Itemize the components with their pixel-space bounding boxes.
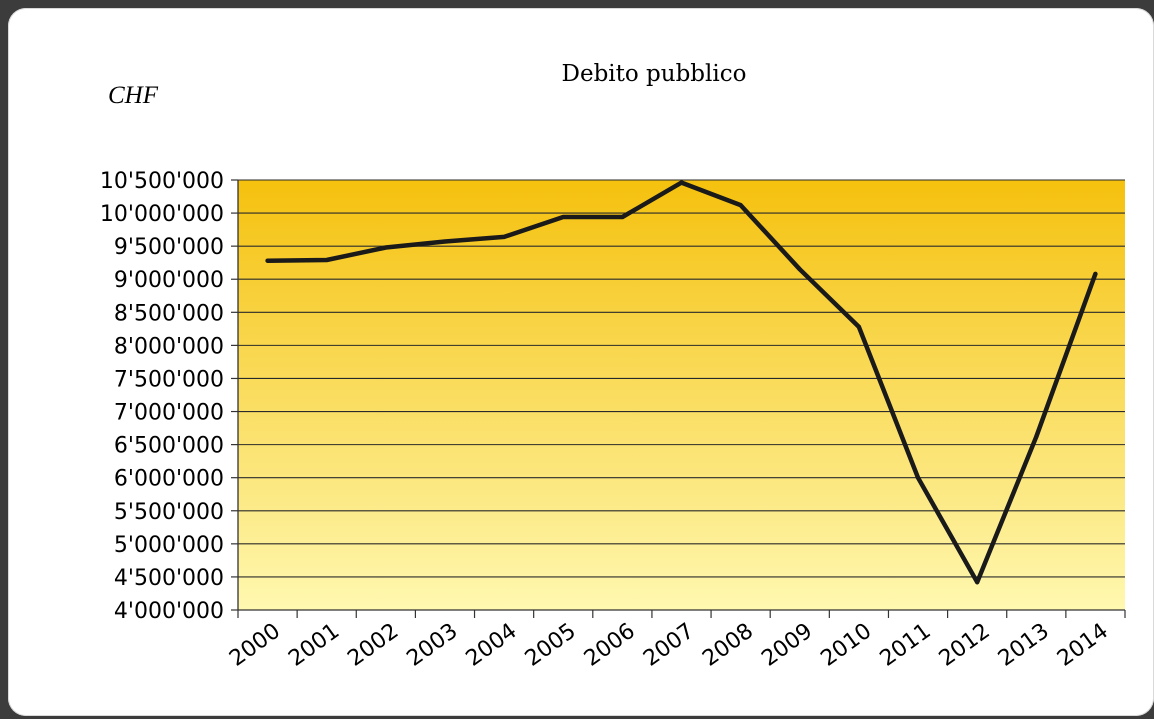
x-tick-label: 2010	[816, 619, 876, 672]
data-point	[324, 258, 329, 263]
data-point	[975, 580, 980, 585]
y-tick-label: 9'000'000	[114, 268, 224, 293]
x-tick-label: 2008	[698, 619, 758, 672]
y-tick-label: 10'500'000	[100, 169, 224, 194]
x-tick-label: 2013	[994, 619, 1054, 672]
y-tick-label: 5'500'000	[114, 500, 224, 525]
y-tick-label: 8'000'000	[114, 334, 224, 359]
x-tick-label: 2003	[402, 619, 462, 672]
y-tick-label: 10'000'000	[100, 202, 224, 227]
x-tick-label: 2011	[876, 619, 936, 672]
axes	[237, 180, 1125, 611]
data-point	[620, 215, 625, 220]
data-point	[265, 258, 270, 263]
y-unit-label: CHF	[108, 82, 159, 109]
y-axis-ticks: 4'000'000 4'500'000 5'000'000 5'500'000 6'00…	[100, 169, 238, 624]
data-point	[1093, 271, 1098, 276]
x-tick-label: 2000	[225, 619, 285, 672]
data-point	[502, 234, 507, 239]
y-tick-label: 7'500'000	[114, 367, 224, 392]
y-tick-label: 6'000'000	[114, 467, 224, 492]
data-point	[916, 475, 921, 480]
y-tick-label: 4'000'000	[114, 599, 224, 624]
y-tick-label: 7'000'000	[114, 401, 224, 426]
data-point	[856, 324, 861, 329]
x-tick-label: 2012	[935, 619, 995, 672]
chart-title: Debito pubblico	[562, 61, 747, 87]
x-tick-label: 2014	[1053, 619, 1113, 672]
y-tick-label: 4'500'000	[114, 566, 224, 591]
data-points	[265, 180, 1098, 585]
x-tick-label: 2005	[521, 619, 581, 672]
x-tick-label: 2002	[343, 619, 403, 672]
y-tick-label: 9'500'000	[114, 235, 224, 260]
x-tick-label: 2004	[462, 619, 522, 672]
data-point	[561, 215, 566, 220]
data-point	[738, 203, 743, 208]
data-point	[383, 245, 388, 250]
y-tick-label: 8'500'000	[114, 301, 224, 326]
plot-area	[238, 180, 1125, 610]
data-point	[1034, 434, 1039, 439]
x-tick-label: 2006	[580, 619, 640, 672]
y-tick-label: 5'000'000	[114, 533, 224, 558]
x-tick-label: 2001	[284, 619, 344, 672]
y-tick-label: 6'500'000	[114, 434, 224, 459]
data-point	[679, 180, 684, 185]
x-tick-label: 2009	[757, 619, 817, 672]
x-axis-ticks: 2000 2001 2002 2003 2004 2005 2006 2007 2008 2009…	[225, 610, 1126, 672]
grid-lines	[238, 179, 1125, 578]
data-point	[797, 267, 802, 272]
data-point	[442, 239, 447, 244]
x-tick-label: 2007	[639, 619, 699, 672]
